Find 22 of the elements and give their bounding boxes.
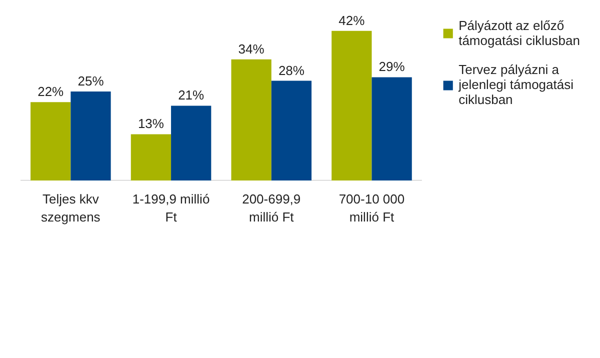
x-tick-label: 200-699,9 millió Ft	[242, 192, 301, 224]
bar	[271, 80, 312, 180]
data-label: 25%	[78, 73, 104, 88]
data-label: 21%	[178, 88, 205, 103]
data-label: 13%	[138, 116, 164, 132]
x-tick-label: 700-10 000 millió Ft	[338, 192, 405, 224]
data-label: 29%	[378, 59, 406, 74]
legend-label: Tervez pályázni a jelenlegi támogatási ciklusban	[458, 62, 574, 107]
bar	[231, 59, 272, 180]
bar	[130, 134, 172, 180]
data-label: 34%	[238, 41, 265, 56]
legend-label: Pályázott az előző támogatási ciklusban	[458, 18, 580, 48]
data-label: 22%	[38, 84, 64, 100]
bar	[171, 106, 212, 180]
bar	[70, 91, 111, 180]
bar	[30, 102, 71, 180]
bar	[372, 77, 412, 180]
data-label: 28%	[278, 62, 305, 78]
x-tick-label: Teljes kkv szegmens	[41, 192, 101, 224]
data-label: 42%	[338, 12, 366, 28]
bar	[332, 30, 372, 180]
x-tick-label: 1-199,9 millió Ft	[132, 192, 210, 224]
